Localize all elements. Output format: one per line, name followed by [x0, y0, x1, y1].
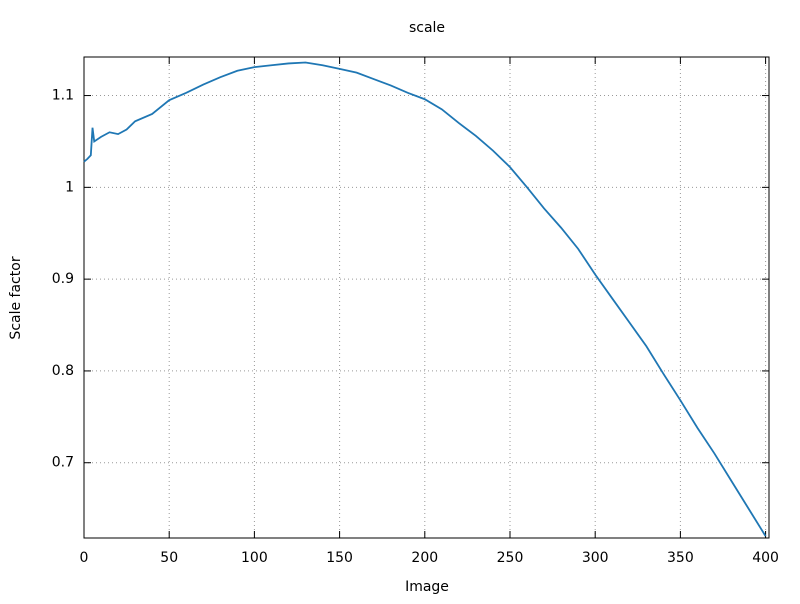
x-tick-label: 250 [497, 550, 524, 566]
x-tick-label: 200 [411, 550, 438, 566]
x-tick-label: 300 [582, 550, 609, 566]
y-tick-label: 0.9 [52, 271, 74, 287]
y-axis-label: Scale factor [8, 256, 24, 339]
x-axis-label: Image [405, 579, 449, 595]
x-tick-label: 100 [241, 550, 268, 566]
x-tick-label: 400 [752, 550, 779, 566]
chart-title: scale [409, 20, 445, 36]
data-line [83, 61, 767, 537]
y-tick-label: 0.7 [52, 455, 74, 471]
y-tick-label: 1 [65, 179, 74, 195]
x-tick-label: 150 [326, 550, 353, 566]
x-tick-label: 0 [80, 550, 89, 566]
y-tick-label: 1.1 [52, 88, 74, 104]
y-tick-label: 0.8 [52, 363, 74, 379]
x-tick-label: 350 [667, 550, 694, 566]
plot-border [83, 56, 770, 539]
x-tick-label: 50 [160, 550, 178, 566]
